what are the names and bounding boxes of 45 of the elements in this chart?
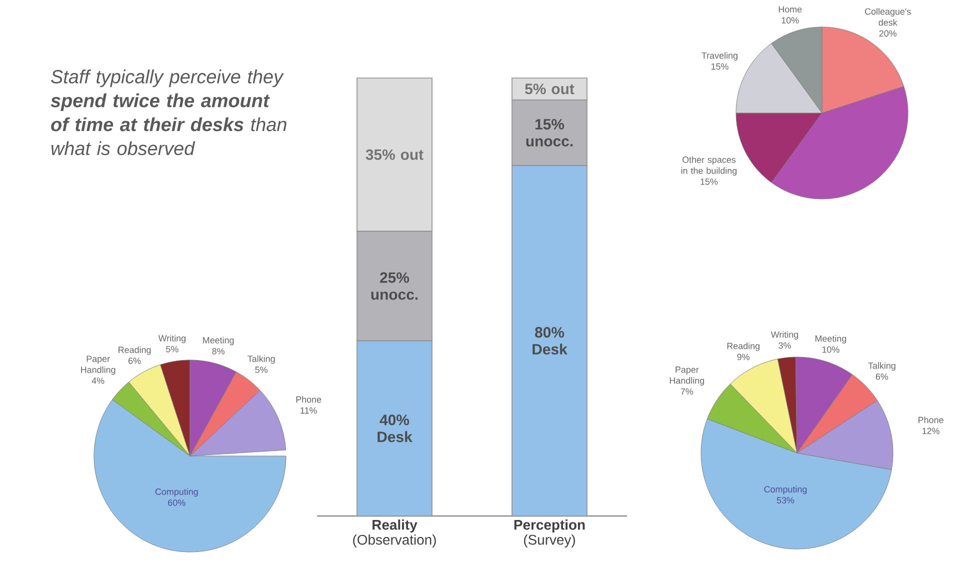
data-label: 5% out bbox=[525, 84, 574, 94]
data-label: 10% bbox=[782, 17, 799, 24]
slice-label: Computing bbox=[155, 488, 198, 497]
slice-label: Meeting bbox=[815, 335, 846, 344]
data-label: 20% bbox=[879, 30, 896, 37]
data-label: 5% bbox=[255, 366, 268, 373]
data-label: 80% Desk bbox=[532, 327, 568, 355]
data-label: 15% unocc. bbox=[526, 119, 573, 146]
data-label: 9% bbox=[737, 354, 750, 360]
slice-label: Reading bbox=[727, 342, 760, 351]
data-label: 60% bbox=[168, 500, 186, 506]
data-label: 11% bbox=[300, 407, 317, 414]
x-tick-label: Reality (Observation) bbox=[353, 520, 436, 548]
slice-label: Talking bbox=[248, 355, 275, 364]
slice-label: Writing bbox=[770, 331, 798, 340]
x-tick-label: Perception (Survey) bbox=[514, 520, 585, 548]
data-label: 8% bbox=[212, 348, 224, 354]
slice-label: Home bbox=[778, 6, 802, 13]
data-label: 53% bbox=[776, 497, 794, 504]
slice-label: Traveling bbox=[702, 52, 738, 60]
slice-label: Writing bbox=[158, 334, 186, 344]
data-label: 40% Desk bbox=[378, 414, 412, 442]
slice-label: Other spaces in the building bbox=[681, 156, 737, 176]
data-label: 6% bbox=[128, 358, 141, 364]
data-label: 5% bbox=[166, 346, 178, 352]
data-label: 12% bbox=[922, 428, 940, 434]
slice-label: Phone bbox=[296, 396, 322, 403]
data-label: 3% bbox=[778, 342, 791, 349]
data-label: 15% bbox=[700, 178, 718, 185]
text: Staff typically perceive they spend twice the amount of time at their desks than what is observed bbox=[50, 70, 286, 156]
slice-label: Reading bbox=[118, 346, 151, 355]
slice-label: Phone bbox=[918, 416, 944, 424]
data-label: 10% bbox=[822, 346, 840, 353]
data-label: 15% bbox=[711, 63, 728, 70]
slice-label: Paper Handling bbox=[81, 356, 116, 375]
slice-label: Paper Handling bbox=[670, 366, 704, 386]
data-label: 7% bbox=[680, 388, 694, 395]
data-label: 35% out bbox=[366, 149, 424, 160]
slice-label: Talking bbox=[868, 362, 896, 371]
slice-label: Colleague's desk bbox=[865, 8, 911, 26]
slice-label: Computing bbox=[764, 486, 807, 494]
slice-label: Meeting bbox=[203, 336, 234, 346]
data-label: 6% bbox=[876, 373, 888, 380]
data-label: 4% bbox=[92, 378, 104, 384]
data-label: 25% unocc. bbox=[371, 272, 418, 300]
